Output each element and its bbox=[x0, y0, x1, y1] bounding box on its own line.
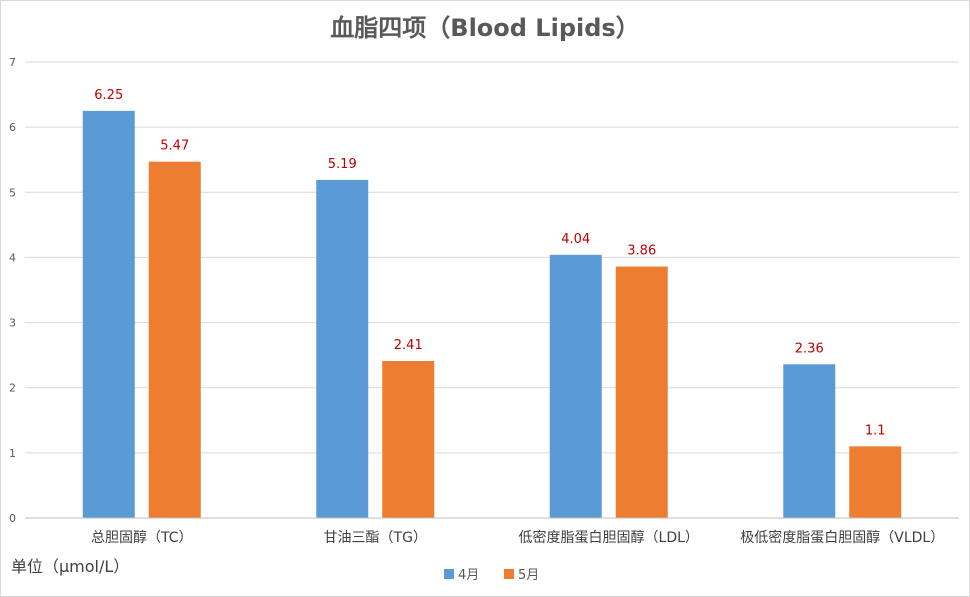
y-tick-label: 7 bbox=[9, 56, 16, 69]
y-tick-label: 2 bbox=[9, 382, 16, 395]
bar-april-3 bbox=[783, 364, 836, 518]
bar-may-0 bbox=[148, 161, 201, 518]
x-category-label: 极低密度脂蛋白胆固醇（VLDL） bbox=[740, 529, 944, 546]
y-tick-label: 1 bbox=[9, 447, 16, 460]
y-tick-label: 0 bbox=[9, 512, 16, 525]
y-tick-label: 6 bbox=[9, 121, 16, 134]
legend-swatch-0 bbox=[444, 569, 454, 579]
data-label: 1.1 bbox=[865, 423, 886, 438]
y-tick-label: 5 bbox=[9, 186, 16, 199]
y-axis-ticks: 0 1 2 3 4 5 6 7 bbox=[9, 56, 16, 525]
x-category-label: 总胆固醇（TC） bbox=[91, 529, 193, 546]
y-tick-label: 4 bbox=[9, 251, 16, 264]
data-label: 3.86 bbox=[627, 244, 656, 259]
data-label: 5.19 bbox=[328, 157, 357, 172]
chart-title: 血脂四项（Blood Lipids） bbox=[330, 14, 639, 42]
x-axis-categories: 总胆固醇（TC） 甘油三酯（TG） 低密度脂蛋白胆固醇（LDL） 极低密度脂蛋白胆固醇… bbox=[91, 529, 944, 546]
legend-label-1: 5月 bbox=[518, 568, 539, 583]
data-label: 2.36 bbox=[795, 341, 824, 356]
x-category-label: 低密度脂蛋白胆固醇（LDL） bbox=[519, 529, 699, 546]
legend-label-0: 4月 bbox=[458, 568, 479, 583]
bar-april-0 bbox=[82, 110, 135, 518]
data-label: 6.25 bbox=[94, 88, 123, 103]
legend: 4月 5月 bbox=[444, 568, 539, 583]
bars bbox=[82, 110, 902, 518]
legend-swatch-1 bbox=[504, 569, 514, 579]
data-label: 2.41 bbox=[394, 338, 423, 353]
data-label: 4.04 bbox=[561, 232, 590, 247]
bar-may-2 bbox=[615, 266, 668, 518]
bar-may-3 bbox=[849, 446, 902, 518]
bar-may-1 bbox=[382, 361, 435, 518]
data-label: 5.47 bbox=[160, 139, 189, 154]
bar-april-1 bbox=[316, 179, 369, 518]
bar-april-2 bbox=[549, 254, 602, 518]
y-tick-label: 3 bbox=[9, 317, 16, 330]
x-category-label: 甘油三酯（TG） bbox=[324, 530, 427, 546]
data-labels: 6.25 5.47 5.19 2.41 4.04 3.86 2.36 1.1 bbox=[94, 88, 885, 438]
y-axis-unit-label: 单位（μmol/L） bbox=[11, 557, 129, 576]
